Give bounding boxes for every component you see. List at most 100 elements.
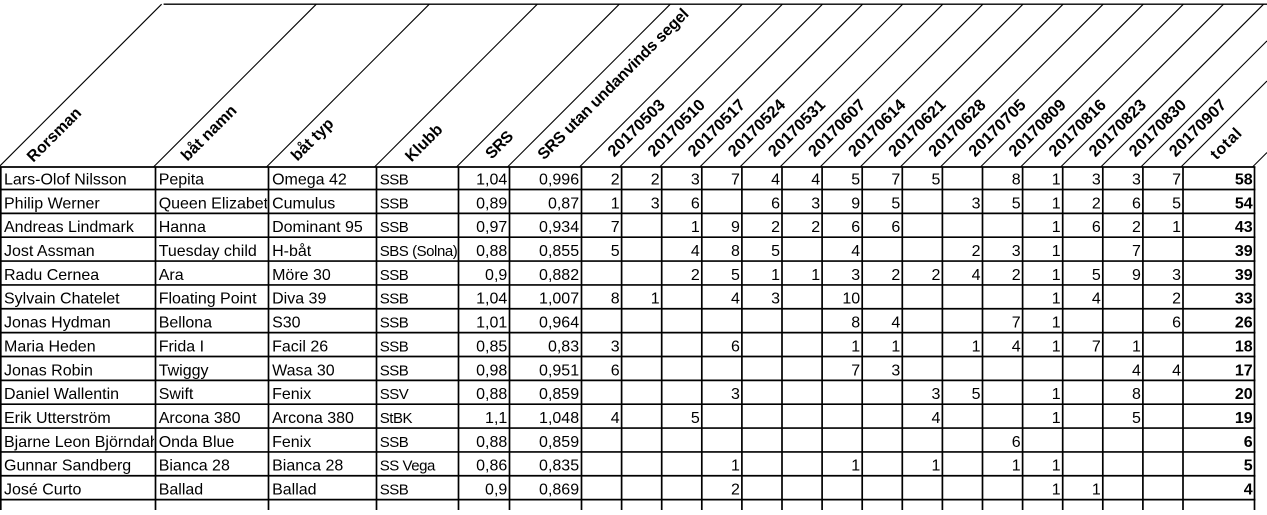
svg-text:2: 2 xyxy=(1172,291,1181,308)
svg-text:4: 4 xyxy=(851,243,860,260)
svg-text:0,87: 0,87 xyxy=(548,195,579,212)
svg-text:0,859: 0,859 xyxy=(539,434,579,451)
svg-text:Radu Cernea: Radu Cernea xyxy=(4,267,99,284)
svg-text:1: 1 xyxy=(1132,338,1141,355)
svg-text:3: 3 xyxy=(891,362,900,379)
svg-text:1: 1 xyxy=(691,219,700,236)
svg-text:SSB: SSB xyxy=(380,195,409,212)
svg-text:4: 4 xyxy=(771,171,780,188)
svg-text:6: 6 xyxy=(611,362,620,379)
svg-text:1: 1 xyxy=(731,458,740,475)
svg-text:0,882: 0,882 xyxy=(539,267,579,284)
svg-text:4: 4 xyxy=(691,243,700,260)
svg-text:Frida I: Frida I xyxy=(159,338,204,355)
svg-text:1: 1 xyxy=(1052,458,1061,475)
svg-text:Bianca 28: Bianca 28 xyxy=(159,458,230,475)
svg-text:0,9: 0,9 xyxy=(485,267,507,284)
svg-text:1,048: 1,048 xyxy=(539,410,579,427)
svg-text:Cumulus: Cumulus xyxy=(272,195,335,212)
svg-text:6: 6 xyxy=(731,338,740,355)
svg-text:6: 6 xyxy=(851,219,860,236)
svg-text:SSB: SSB xyxy=(380,434,409,451)
svg-text:SS Vega: SS Vega xyxy=(380,458,436,475)
svg-text:5: 5 xyxy=(691,410,700,427)
svg-text:6: 6 xyxy=(1092,219,1101,236)
svg-text:6: 6 xyxy=(1012,434,1021,451)
svg-text:8: 8 xyxy=(731,243,740,260)
svg-text:Jonas Hydman: Jonas Hydman xyxy=(4,315,111,332)
svg-text:0,89: 0,89 xyxy=(476,195,507,212)
svg-text:4: 4 xyxy=(891,315,900,332)
svg-text:Queen Elizabeth: Queen Elizabeth xyxy=(159,195,277,212)
svg-text:Hanna: Hanna xyxy=(159,219,206,236)
svg-text:3: 3 xyxy=(931,386,940,403)
svg-text:Andreas Lindmark: Andreas Lindmark xyxy=(4,219,135,236)
svg-text:SSB: SSB xyxy=(380,267,409,284)
svg-text:5: 5 xyxy=(1172,195,1181,212)
svg-text:0,855: 0,855 xyxy=(539,243,579,260)
svg-text:4: 4 xyxy=(1172,362,1181,379)
svg-text:18: 18 xyxy=(1235,338,1253,355)
svg-text:7: 7 xyxy=(891,171,900,188)
svg-text:Sylvain Chatelet: Sylvain Chatelet xyxy=(4,291,120,308)
svg-text:6: 6 xyxy=(1132,195,1141,212)
svg-text:SSB: SSB xyxy=(380,219,409,236)
svg-text:Erik Utterström: Erik Utterström xyxy=(4,410,111,427)
svg-text:H-båt: H-båt xyxy=(272,242,312,260)
svg-text:3: 3 xyxy=(771,291,780,308)
svg-text:Swift: Swift xyxy=(159,386,194,403)
svg-text:2: 2 xyxy=(651,171,660,188)
svg-text:5: 5 xyxy=(731,267,740,284)
svg-text:Pepita: Pepita xyxy=(159,171,204,188)
svg-text:8: 8 xyxy=(1132,386,1141,403)
svg-text:1: 1 xyxy=(931,458,940,475)
svg-text:0,996: 0,996 xyxy=(539,171,579,188)
svg-text:Fenix: Fenix xyxy=(272,386,311,403)
svg-text:6: 6 xyxy=(771,195,780,212)
svg-text:4: 4 xyxy=(1092,291,1101,308)
svg-text:20: 20 xyxy=(1235,386,1253,403)
svg-text:8: 8 xyxy=(611,291,620,308)
svg-text:SSB: SSB xyxy=(380,482,409,499)
svg-text:2: 2 xyxy=(611,171,620,188)
svg-text:0,88: 0,88 xyxy=(476,434,507,451)
svg-text:Philip Werner: Philip Werner xyxy=(4,195,100,212)
svg-text:Möre 30: Möre 30 xyxy=(272,267,331,284)
svg-text:1: 1 xyxy=(1052,219,1061,236)
svg-text:1,1: 1,1 xyxy=(485,410,507,427)
svg-text:6: 6 xyxy=(691,195,700,212)
svg-text:Jonas Robin: Jonas Robin xyxy=(4,362,93,379)
svg-text:1: 1 xyxy=(1052,243,1061,260)
svg-text:7: 7 xyxy=(1132,243,1141,260)
svg-text:7: 7 xyxy=(731,171,740,188)
svg-text:0,86: 0,86 xyxy=(476,458,507,475)
svg-text:2: 2 xyxy=(931,267,940,284)
svg-text:2: 2 xyxy=(1092,195,1101,212)
svg-text:Bellona: Bellona xyxy=(159,315,212,332)
svg-text:S30: S30 xyxy=(272,315,301,332)
svg-text:Ara: Ara xyxy=(159,267,184,284)
svg-text:0,859: 0,859 xyxy=(539,386,579,403)
svg-text:Arcona 380: Arcona 380 xyxy=(159,410,241,427)
svg-text:5: 5 xyxy=(1012,195,1021,212)
svg-text:8: 8 xyxy=(1012,171,1021,188)
svg-text:33: 33 xyxy=(1235,291,1253,308)
svg-text:5: 5 xyxy=(851,171,860,188)
svg-text:SSB: SSB xyxy=(380,171,409,188)
svg-text:26: 26 xyxy=(1235,315,1253,332)
svg-text:1,04: 1,04 xyxy=(476,171,507,188)
svg-text:1: 1 xyxy=(651,291,660,308)
svg-text:Bianca 28: Bianca 28 xyxy=(272,458,343,475)
svg-text:54: 54 xyxy=(1235,195,1253,212)
svg-text:StBK: StBK xyxy=(380,410,413,427)
svg-text:8: 8 xyxy=(851,315,860,332)
svg-text:3: 3 xyxy=(611,338,620,355)
svg-text:39: 39 xyxy=(1235,267,1253,284)
svg-text:0,951: 0,951 xyxy=(539,362,579,379)
svg-text:Wasa 30: Wasa 30 xyxy=(272,362,335,379)
svg-text:1: 1 xyxy=(1052,171,1061,188)
svg-text:3: 3 xyxy=(651,195,660,212)
svg-text:0,869: 0,869 xyxy=(539,482,579,499)
svg-text:Onda Blue: Onda Blue xyxy=(159,434,235,451)
svg-text:4: 4 xyxy=(811,171,820,188)
